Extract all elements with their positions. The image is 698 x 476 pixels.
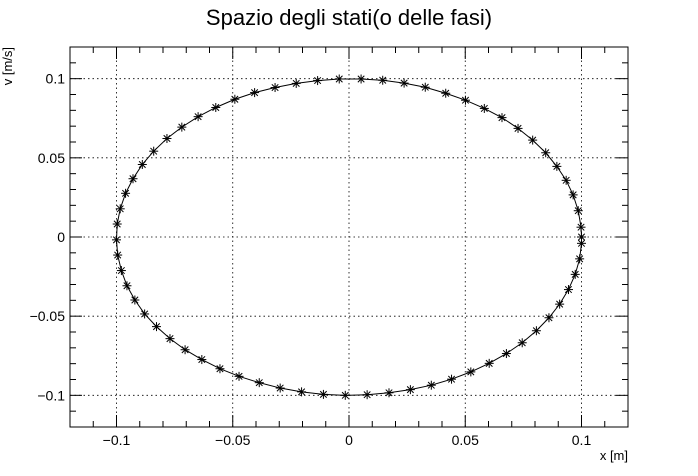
data-point [568, 190, 578, 200]
data-point [541, 148, 551, 158]
data-point [130, 295, 140, 305]
y-tick-label: −0.05 [30, 308, 66, 324]
y-axis-label: v [m/s] [0, 47, 15, 85]
data-point [399, 78, 409, 88]
data-point [573, 206, 583, 216]
x-tick-label: −0.05 [215, 432, 251, 448]
data-point [528, 135, 538, 145]
x-tick-label: 0.1 [572, 432, 592, 448]
data-point [426, 380, 436, 390]
data-point [112, 219, 122, 229]
data-point [318, 389, 328, 399]
data-point [250, 88, 260, 98]
axis-ticks [70, 47, 628, 427]
data-point [384, 388, 394, 398]
data-point [128, 174, 138, 184]
data-markers [112, 74, 586, 400]
data-point [211, 102, 221, 112]
chart-title: Spazio degli stati(o delle fasi) [206, 5, 492, 30]
data-point [113, 250, 123, 260]
x-axis-label: x [m] [600, 448, 628, 463]
data-point [576, 222, 586, 232]
data-point [555, 299, 565, 309]
data-point [563, 285, 573, 295]
data-point [501, 349, 511, 359]
data-point [180, 345, 190, 355]
data-point [561, 175, 571, 185]
data-point [447, 374, 457, 384]
data-point [441, 88, 451, 98]
data-point [197, 355, 207, 365]
data-point [517, 338, 527, 348]
data-point [140, 309, 150, 319]
data-point [230, 94, 240, 104]
y-tick-label: 0.05 [38, 150, 65, 166]
data-point [460, 95, 470, 105]
data-point [497, 113, 507, 123]
data-point [552, 161, 562, 171]
data-point [149, 146, 159, 156]
data-point [484, 358, 494, 368]
grid-lines [70, 47, 628, 427]
data-point [121, 188, 131, 198]
data-point [334, 74, 344, 84]
y-tick-labels: −0.1 −0.05 0 0.05 0.1 [30, 71, 66, 404]
data-point [313, 76, 323, 86]
data-point [340, 390, 350, 400]
data-point [215, 364, 225, 374]
data-point [270, 83, 280, 93]
data-point [544, 313, 554, 323]
data-point [577, 232, 586, 242]
data-point [162, 134, 172, 144]
data-point [116, 266, 126, 276]
data-point [122, 281, 132, 291]
x-tick-label: −0.1 [103, 432, 131, 448]
data-point [575, 254, 585, 264]
data-point [137, 159, 147, 169]
data-point [362, 390, 372, 400]
data-point [291, 78, 301, 88]
data-point [177, 122, 187, 132]
data-point [466, 367, 476, 377]
y-tick-label: 0.1 [46, 71, 66, 87]
data-point [151, 322, 161, 332]
data-point [193, 112, 203, 122]
data-point [405, 385, 415, 395]
data-point [570, 269, 580, 279]
data-point [275, 383, 285, 393]
data-point [234, 371, 244, 381]
x-tick-label: 0 [345, 432, 353, 448]
data-point [531, 326, 541, 336]
data-point [115, 204, 125, 214]
x-tick-label: 0.05 [452, 432, 479, 448]
x-tick-labels: −0.1 −0.05 0 0.05 0.1 [103, 432, 592, 448]
data-point [165, 334, 175, 344]
data-point [513, 123, 523, 133]
y-tick-label: −0.1 [37, 387, 65, 403]
data-point [254, 378, 264, 388]
data-point [112, 235, 121, 245]
data-point [420, 82, 430, 92]
data-point [297, 387, 307, 397]
data-point [356, 74, 366, 84]
y-tick-label: 0 [57, 229, 65, 245]
data-point [479, 103, 489, 113]
data-point [378, 75, 388, 85]
data-point [577, 238, 586, 248]
